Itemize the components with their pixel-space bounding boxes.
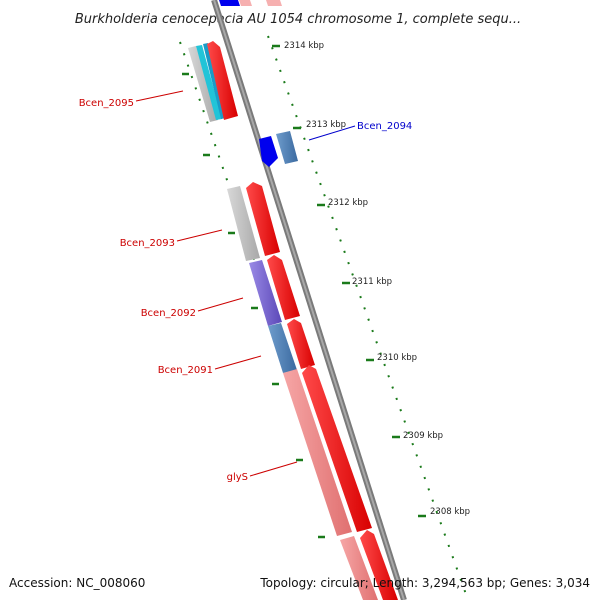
ruler-ticks [182, 44, 426, 539]
map-title: Burkholderia cenocepacia AU 1054 chromos… [75, 12, 521, 27]
tick-label: 2312 kbp [328, 198, 368, 208]
gene-glys[interactable] [283, 365, 372, 536]
gene-bottom-partial [340, 530, 398, 600]
tick-label: 2309 kbp [403, 431, 443, 441]
gene-bcen-2092[interactable] [249, 255, 300, 326]
gene-labels: Bcen_2095 Bcen_2094 Bcen_2093 Bcen_2092 … [79, 90, 412, 483]
tick-label: 2310 kbp [377, 353, 417, 363]
accession-text: Accession: NC_008060 [9, 576, 145, 590]
gene-label-bcen-2093[interactable]: Bcen_2093 [120, 238, 175, 249]
topology-text: Topology: circular; Length: 3,294,563 bp… [259, 576, 590, 590]
gene-bcen-2094[interactable] [259, 131, 298, 167]
gene-bcen-2095[interactable] [188, 41, 238, 122]
tick-label: 2311 kbp [352, 277, 392, 287]
gene-label-bcen-2095[interactable]: Bcen_2095 [79, 98, 134, 109]
tick-label: 2313 kbp [306, 120, 346, 130]
tick-label: 2308 kbp [430, 507, 470, 517]
chromosome-backbone [211, 0, 407, 600]
ruler-tick-labels: 2314 kbp 2313 kbp 2312 kbp 2311 kbp 2310… [284, 41, 470, 517]
gene-bcen-2091[interactable] [268, 319, 315, 373]
gene-top-partial [219, 0, 282, 6]
gene-label-bcen-2092[interactable]: Bcen_2092 [141, 308, 196, 319]
gene-bcen-2093[interactable] [227, 182, 280, 261]
tick-label: 2314 kbp [284, 41, 324, 51]
gene-label-bcen-2091[interactable]: Bcen_2091 [158, 365, 213, 376]
gene-label-bcen-2094[interactable]: Bcen_2094 [357, 121, 412, 132]
gene-label-glys[interactable]: glyS [227, 472, 248, 483]
